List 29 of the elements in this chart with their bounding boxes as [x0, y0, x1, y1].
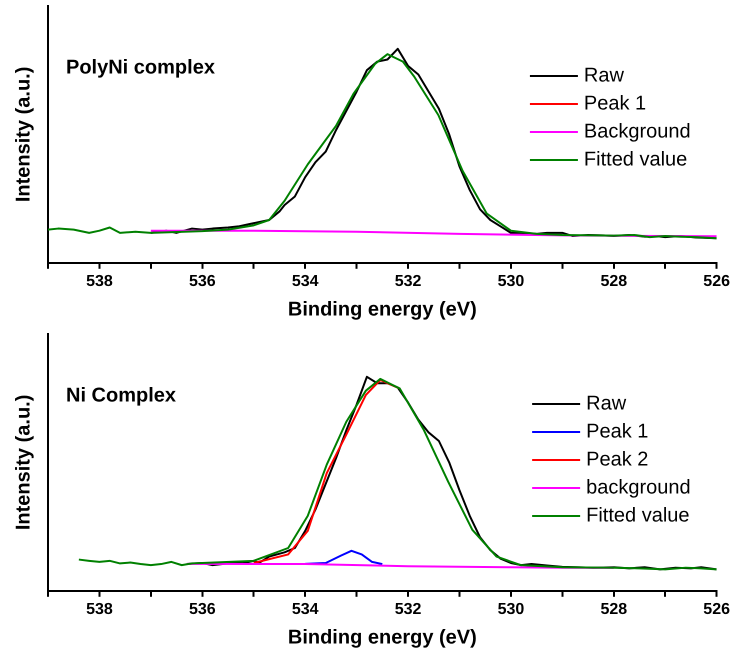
legend-label: Peak 1 — [584, 92, 646, 115]
legend-label: Fitted value — [584, 148, 688, 171]
x-tick-label: 538 — [86, 600, 113, 618]
legend-label: background — [586, 476, 691, 499]
x-tick-label: 532 — [394, 600, 422, 618]
legend-label: Background — [584, 120, 691, 143]
x-tick-label: 526 — [703, 272, 730, 290]
x-tick-label: 534 — [292, 272, 319, 290]
annotation: PolyNi complex — [66, 56, 215, 79]
x-tick-label: 534 — [292, 600, 319, 618]
x-tick-label: 532 — [394, 272, 422, 290]
x-axis-title: Binding energy (eV) — [288, 626, 477, 649]
legend-label: Raw — [586, 392, 627, 415]
x-tick-label: 530 — [498, 272, 524, 290]
x-tick-label: 526 — [703, 600, 730, 618]
x-tick-label: 536 — [188, 600, 216, 618]
x-axis-title: Binding energy (eV) — [288, 298, 477, 321]
annotation: Ni Complex — [66, 384, 176, 407]
legend-label: Peak 2 — [586, 448, 648, 471]
x-tick-label: 538 — [86, 272, 113, 290]
legend-label: Fitted value — [586, 504, 690, 527]
x-tick-label: 528 — [600, 272, 628, 290]
legend-label: Raw — [584, 64, 624, 87]
x-tick-label: 536 — [188, 272, 216, 290]
y-axis-title: Intensity (a.u.) — [12, 66, 35, 202]
legend-label: Peak 1 — [586, 420, 648, 443]
x-tick-label: 528 — [600, 600, 628, 618]
y-axis-title: Intensity (a.u.) — [12, 394, 35, 530]
x-tick-label: 530 — [498, 600, 524, 618]
